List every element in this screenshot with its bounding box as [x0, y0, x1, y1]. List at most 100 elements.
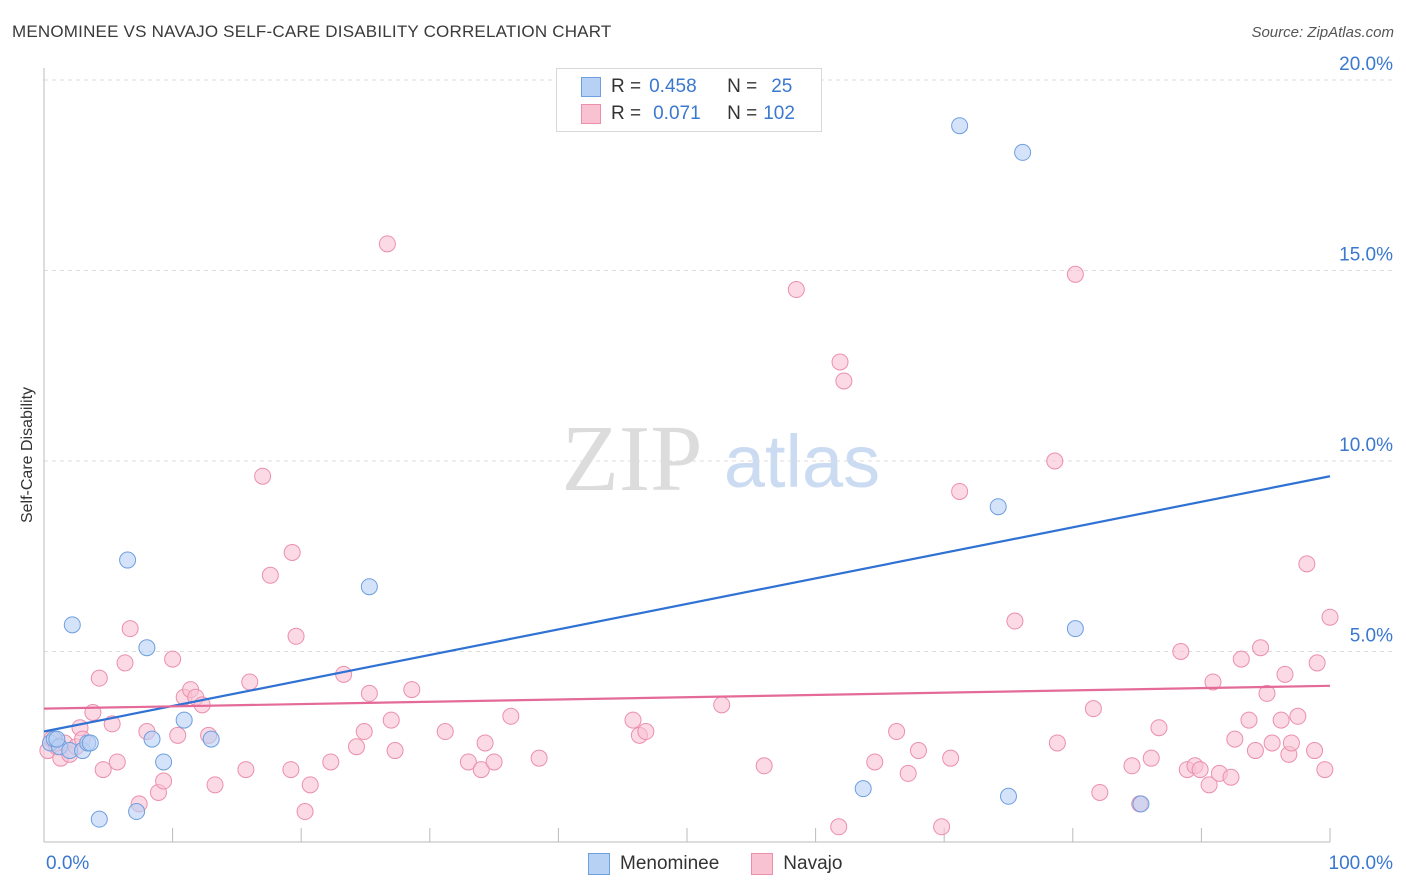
menominee-point-23[interactable] [1132, 795, 1150, 813]
navajo-point-70[interactable] [1046, 452, 1064, 470]
navajo-point-28[interactable] [241, 673, 259, 691]
navajo-point-44[interactable] [386, 742, 404, 760]
menominee-point-24[interactable] [48, 730, 66, 748]
navajo-point-19[interactable] [155, 772, 173, 790]
menominee-point-9[interactable] [119, 551, 137, 569]
navajo-point-29[interactable] [254, 467, 272, 485]
navajo-point-78[interactable] [1150, 719, 1168, 737]
navajo-point-51[interactable] [502, 707, 520, 725]
menominee-point-10[interactable] [128, 803, 146, 821]
navajo-point-103[interactable] [1282, 734, 1300, 752]
menominee-point-16[interactable] [360, 578, 378, 596]
menominee-point-7[interactable] [63, 616, 81, 634]
navajo-point-46[interactable] [436, 723, 454, 741]
navajo-point-13[interactable] [108, 753, 126, 771]
navajo-point-36[interactable] [301, 776, 319, 794]
navajo-point-11[interactable] [94, 761, 112, 779]
navajo-point-98[interactable] [1306, 742, 1324, 760]
navajo-point-31[interactable] [261, 566, 279, 584]
navajo-point-49[interactable] [476, 734, 494, 752]
navajo-point-14[interactable] [116, 654, 134, 672]
legend-item-menominee[interactable]: Menominee [588, 853, 719, 875]
navajo-point-37[interactable] [322, 753, 340, 771]
navajo-point-82[interactable] [1191, 761, 1209, 779]
navajo-point-21[interactable] [169, 726, 187, 744]
navajo-point-96[interactable] [1289, 707, 1307, 725]
navajo-point-60[interactable] [831, 353, 849, 371]
navajo-point-58[interactable] [787, 281, 805, 299]
navajo-point-38[interactable] [335, 665, 353, 683]
legend-item-navajo[interactable]: Navajo [751, 853, 842, 875]
navajo-point-32[interactable] [282, 761, 300, 779]
menominee-point-19[interactable] [989, 498, 1007, 516]
navajo-point-30[interactable] [237, 761, 255, 779]
navajo-point-39[interactable] [347, 738, 365, 756]
navajo-point-88[interactable] [1232, 650, 1250, 668]
navajo-point-43[interactable] [382, 711, 400, 729]
menominee-point-13[interactable] [155, 753, 173, 771]
menominee-point-20[interactable] [1000, 787, 1017, 805]
menominee-point-15[interactable] [202, 730, 220, 748]
menominee-point-12[interactable] [143, 730, 161, 748]
navajo-point-47[interactable] [459, 753, 477, 771]
navajo-point-55[interactable] [637, 723, 655, 741]
navajo-point-56[interactable] [713, 696, 731, 714]
navajo-point-87[interactable] [1226, 730, 1244, 748]
navajo-point-61[interactable] [835, 372, 853, 390]
menominee-point-21[interactable] [1014, 143, 1032, 161]
navajo-point-52[interactable] [530, 749, 548, 767]
menominee-point-11[interactable] [138, 639, 156, 657]
navajo-point-92[interactable] [1258, 684, 1276, 702]
navajo-point-65[interactable] [909, 742, 927, 760]
menominee-point-18[interactable] [951, 117, 969, 135]
navajo-point-57[interactable] [755, 757, 773, 775]
navajo-point-72[interactable] [1048, 734, 1066, 752]
navajo-point-71[interactable] [1066, 265, 1084, 283]
navajo-point-53[interactable] [624, 711, 642, 729]
navajo-point-75[interactable] [1123, 757, 1141, 775]
navajo-point-41[interactable] [360, 684, 378, 702]
navajo-point-89[interactable] [1240, 711, 1258, 729]
navajo-point-10[interactable] [90, 669, 108, 687]
navajo-point-59[interactable] [830, 818, 848, 836]
navajo-point-63[interactable] [888, 723, 906, 741]
navajo-point-100[interactable] [1316, 761, 1334, 779]
navajo-point-27[interactable] [206, 776, 224, 794]
navajo-point-67[interactable] [942, 749, 960, 767]
navajo-point-48[interactable] [472, 761, 490, 779]
navajo-point-94[interactable] [1272, 711, 1290, 729]
navajo-point-102[interactable] [1276, 665, 1294, 683]
navajo-point-15[interactable] [121, 620, 139, 638]
navajo-point-50[interactable] [485, 753, 503, 771]
navajo-point-64[interactable] [899, 764, 917, 782]
navajo-point-90[interactable] [1246, 742, 1264, 760]
menominee-point-22[interactable] [1066, 620, 1084, 638]
menominee-point-6[interactable] [81, 734, 99, 752]
navajo-point-42[interactable] [378, 235, 396, 253]
menominee-point-8[interactable] [90, 810, 108, 828]
navajo-point-20[interactable] [164, 650, 182, 668]
navajo-point-86[interactable] [1222, 768, 1240, 786]
navajo-point-91[interactable] [1252, 639, 1270, 657]
navajo-point-62[interactable] [866, 753, 884, 771]
navajo-point-73[interactable] [1084, 700, 1102, 718]
navajo-point-101[interactable] [1321, 608, 1339, 626]
navajo-point-84[interactable] [1204, 673, 1222, 691]
navajo-point-34[interactable] [287, 627, 305, 645]
navajo-point-99[interactable] [1308, 654, 1326, 672]
navajo-point-45[interactable] [403, 681, 421, 699]
navajo-point-74[interactable] [1091, 783, 1109, 801]
navajo-point-40[interactable] [355, 723, 373, 741]
navajo-point-77[interactable] [1142, 749, 1160, 767]
navajo-point-35[interactable] [296, 803, 314, 821]
menominee-point-17[interactable] [854, 780, 872, 798]
navajo-point-68[interactable] [951, 482, 969, 500]
navajo-point-33[interactable] [283, 543, 301, 561]
navajo-point-93[interactable] [1263, 734, 1281, 752]
navajo-point-79[interactable] [1172, 643, 1190, 660]
navajo-point-83[interactable] [1200, 776, 1218, 794]
navajo-point-97[interactable] [1298, 555, 1316, 573]
navajo-point-69[interactable] [1006, 612, 1024, 630]
navajo-point-66[interactable] [933, 818, 951, 836]
menominee-point-14[interactable] [175, 711, 193, 729]
